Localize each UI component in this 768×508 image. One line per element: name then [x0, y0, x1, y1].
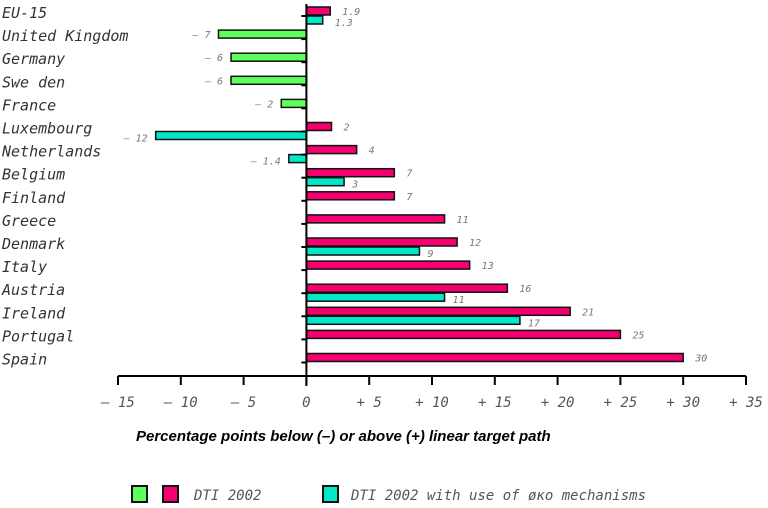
legend-label-dti: DTI 2002	[194, 488, 262, 504]
category-label-denmark: Denmark	[1, 235, 65, 253]
x-tick-label: + 20	[541, 395, 575, 411]
x-tick-label: – 10	[163, 395, 198, 411]
category-label-austria: Austria	[1, 281, 65, 299]
category-label-luxembourg: Luxembourg	[2, 120, 92, 138]
x-axis-title: Percentage points below (–) or above (+)…	[136, 428, 551, 445]
value-label-dti-united-kingdom: – 7	[191, 30, 210, 41]
bar-dti-finland	[305, 191, 396, 201]
bar-dti-luxembourg	[305, 121, 333, 132]
value-label-dti-ireland: 21	[582, 307, 594, 318]
value-label-dti-eu-15: 1.9	[342, 7, 360, 18]
category-label-greece: Greece	[2, 212, 56, 230]
value-label-dti-italy: 13	[482, 261, 494, 272]
value-label-dti-greece: 11	[457, 215, 469, 226]
value-label-kyoto-belgium: 3	[351, 180, 358, 191]
category-label-ireland: Ireland	[2, 304, 66, 322]
bar-dti-united-kingdom	[217, 29, 308, 39]
value-label-dti-spain: 30	[694, 354, 707, 365]
category-label-swe-den: Swe den	[2, 73, 65, 91]
bar-dti-germany	[230, 52, 308, 62]
bar-dti-belgium	[305, 167, 396, 178]
bar-kyoto-belgium	[305, 176, 345, 187]
bar-kyoto-netherlands	[288, 153, 308, 164]
bar-dti-austria	[305, 283, 509, 293]
value-label-dti-luxembourg: 2	[344, 123, 350, 134]
x-tick-label: + 30	[666, 395, 700, 411]
value-label-kyoto-eu-15: 1.3	[335, 18, 353, 29]
x-tick-label: + 25	[604, 395, 638, 411]
value-label-dti-netherlands: 4	[369, 146, 375, 157]
labels-layer: EU-15 1.91.3 United Kingdom – 7 Germany – 6 Sw…	[1, 4, 763, 411]
bar-kyoto-austria	[305, 292, 446, 302]
value-label-dti-belgium: 7	[406, 169, 412, 180]
bar-dti-france	[280, 98, 308, 109]
legend-swatch-dti-negative	[131, 485, 148, 503]
legend-swatch-kyoto	[322, 485, 339, 503]
legend: DTI 2002 DTI 2002 with use of øĸo mechan…	[0, 485, 768, 507]
bar-dti-denmark	[305, 237, 458, 247]
category-label-united-kingdom: United Kingdom	[2, 27, 128, 45]
value-label-kyoto-netherlands: – 1.4	[250, 157, 281, 168]
value-label-dti-swe-den: – 6	[204, 76, 223, 87]
bar-kyoto-luxembourg	[154, 130, 308, 141]
x-tick-label: – 15	[100, 395, 135, 411]
value-label-kyoto-austria: 11	[453, 295, 465, 306]
legend-swatch-dti-positive	[162, 485, 179, 503]
value-label-dti-germany: – 6	[204, 53, 223, 64]
value-label-dti-austria: 16	[519, 284, 531, 295]
value-label-kyoto-luxembourg: – 12	[123, 134, 148, 145]
bar-dti-portugal	[305, 329, 622, 340]
x-tick-label: – 5	[230, 395, 256, 411]
value-label-dti-denmark: 12	[469, 238, 481, 249]
bars-layer	[154, 6, 684, 363]
x-tick-label: + 35	[729, 395, 763, 411]
category-label-belgium: Belgium	[2, 166, 65, 184]
value-label-dti-portugal: 25	[632, 330, 644, 341]
bar-kyoto-denmark	[305, 246, 421, 256]
value-label-kyoto-ireland: 17	[528, 318, 540, 329]
x-tick-label: + 5	[357, 395, 382, 411]
value-label-dti-france: – 2	[254, 99, 273, 110]
bar-dti-netherlands	[305, 144, 358, 155]
category-label-portugal: Portugal	[2, 327, 74, 345]
category-label-spain: Spain	[2, 351, 47, 369]
bar-dti-swe-den	[230, 75, 308, 86]
bar-kyoto-ireland	[305, 315, 521, 326]
category-label-eu-15: EU-15	[2, 4, 47, 22]
legend-label-kyoto: DTI 2002 with use of øĸo mechanisms	[351, 488, 647, 504]
x-tick-label: + 15	[478, 395, 512, 411]
category-label-finland: Finland	[2, 189, 66, 207]
axis-layer	[117, 4, 747, 386]
category-label-italy: Italy	[2, 258, 47, 276]
bar-dti-eu-15	[305, 6, 332, 16]
bar-dti-ireland	[305, 306, 571, 317]
value-label-dti-finland: 7	[406, 192, 412, 203]
bar-dti-italy	[305, 260, 471, 270]
bar-kyoto-eu-15	[305, 15, 324, 25]
category-label-france: France	[2, 96, 56, 114]
value-label-kyoto-denmark: 9	[427, 249, 433, 260]
bar-dti-greece	[305, 214, 446, 224]
bar-chart: EU-15 1.91.3 United Kingdom – 7 Germany – 6 Sw…	[1, 4, 763, 411]
category-label-netherlands: Netherlands	[1, 143, 101, 161]
x-tick-label: + 10	[415, 395, 449, 411]
category-label-germany: Germany	[2, 50, 65, 68]
x-tick-label: 0	[302, 395, 310, 411]
bar-dti-spain	[305, 352, 684, 363]
